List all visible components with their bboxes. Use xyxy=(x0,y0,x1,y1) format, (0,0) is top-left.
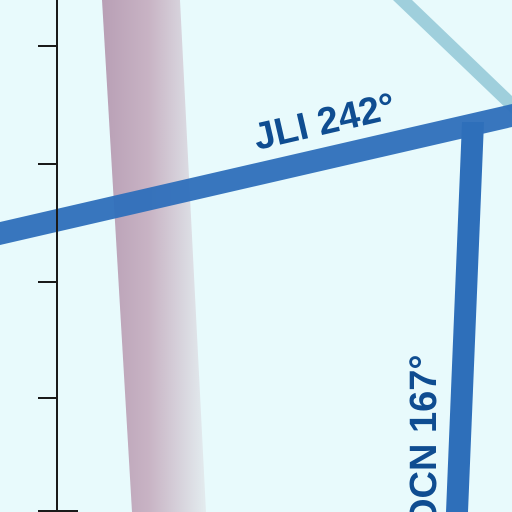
ocn-route-label: OCN 167° xyxy=(403,354,445,512)
restricted-airspace-band xyxy=(102,0,206,512)
distance-scale-bar-icon xyxy=(38,0,78,512)
jli-route-line xyxy=(0,104,512,245)
ocn-route-line xyxy=(446,122,484,512)
light-route-line xyxy=(393,0,512,114)
